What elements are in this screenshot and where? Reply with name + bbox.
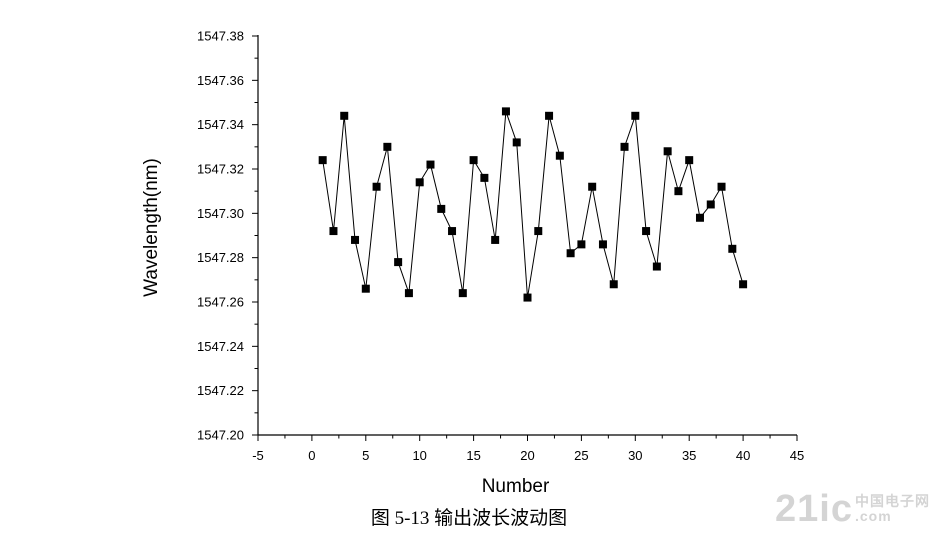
data-point <box>372 182 381 191</box>
figure-caption: 图 5-13 输出波长波动图 <box>370 508 568 529</box>
y-tick-label: 1547.34 <box>197 117 244 132</box>
x-tick-label: 40 <box>736 448 750 463</box>
y-axis-title: Wavelength(nm) <box>141 158 162 297</box>
data-point <box>361 284 370 293</box>
data-point <box>555 151 564 160</box>
data-point <box>685 156 694 165</box>
x-tick-label: 25 <box>574 448 588 463</box>
data-point <box>674 187 683 196</box>
y-tick-label: 1547.28 <box>197 250 244 265</box>
data-point <box>695 213 704 222</box>
data-point <box>340 111 349 120</box>
data-point <box>566 249 575 258</box>
data-point <box>534 227 543 236</box>
x-tick-label: 30 <box>628 448 642 463</box>
data-point <box>739 280 748 289</box>
y-tick-label: 1547.20 <box>197 428 244 443</box>
watermark-sub-bottom: .com <box>855 508 892 524</box>
data-point <box>404 289 413 298</box>
data-point <box>598 240 607 249</box>
chart-ticks: -5 0 5 10 15 20 25 30 35 40 45 1547.20 1547.22 1547.2… <box>197 29 804 464</box>
data-point <box>491 235 500 244</box>
x-tick-label: -5 <box>252 448 264 463</box>
data-point <box>663 147 672 156</box>
watermark-logo: 21ic 中国电子网 .com <box>775 488 930 531</box>
series-line-group <box>322 111 744 298</box>
data-point <box>706 200 715 209</box>
x-axis-title: Number <box>482 476 550 497</box>
data-point <box>394 258 403 267</box>
y-tick-label: 1547.30 <box>197 206 244 221</box>
data-point <box>588 182 597 191</box>
data-point <box>458 289 467 298</box>
watermark-sub-top: 中国电子网 <box>855 493 930 509</box>
x-tick-label: 10 <box>412 448 426 463</box>
data-point <box>480 173 489 182</box>
data-point <box>512 138 521 147</box>
data-point <box>545 111 554 120</box>
data-point <box>717 182 726 191</box>
data-point <box>448 227 457 236</box>
x-tick-label: 15 <box>466 448 480 463</box>
y-tick-label: 1547.26 <box>197 295 244 310</box>
y-tick-label: 1547.24 <box>197 339 244 354</box>
x-tick-label: 20 <box>520 448 534 463</box>
data-point <box>609 280 618 289</box>
y-tick-label: 1547.36 <box>197 73 244 88</box>
data-point <box>351 235 360 244</box>
series-line <box>322 111 744 298</box>
data-point <box>329 227 338 236</box>
data-point <box>318 156 327 165</box>
data-point <box>523 293 532 302</box>
chart-axes <box>257 35 797 436</box>
data-point <box>652 262 661 271</box>
watermark-main: 21ic <box>775 488 853 530</box>
data-point <box>437 204 446 213</box>
x-tick-label: 45 <box>790 448 804 463</box>
data-point <box>501 107 510 116</box>
data-point <box>415 178 424 187</box>
data-point <box>577 240 586 249</box>
data-point <box>642 227 651 236</box>
data-point <box>631 111 640 120</box>
y-tick-label: 1547.22 <box>197 383 244 398</box>
data-point <box>620 142 629 151</box>
x-tick-label: 5 <box>362 448 369 463</box>
data-point <box>383 142 392 151</box>
data-point <box>728 244 737 253</box>
y-tick-label: 1547.32 <box>197 162 244 177</box>
data-points <box>318 107 748 302</box>
x-tick-label: 0 <box>308 448 315 463</box>
data-point <box>426 160 435 169</box>
y-tick-label: 1547.38 <box>197 29 244 44</box>
x-tick-label: 35 <box>682 448 696 463</box>
wavelength-chart: -5 0 5 10 15 20 25 30 35 40 45 1547.20 1547.22 1547.2… <box>141 29 804 498</box>
data-point <box>469 156 478 165</box>
